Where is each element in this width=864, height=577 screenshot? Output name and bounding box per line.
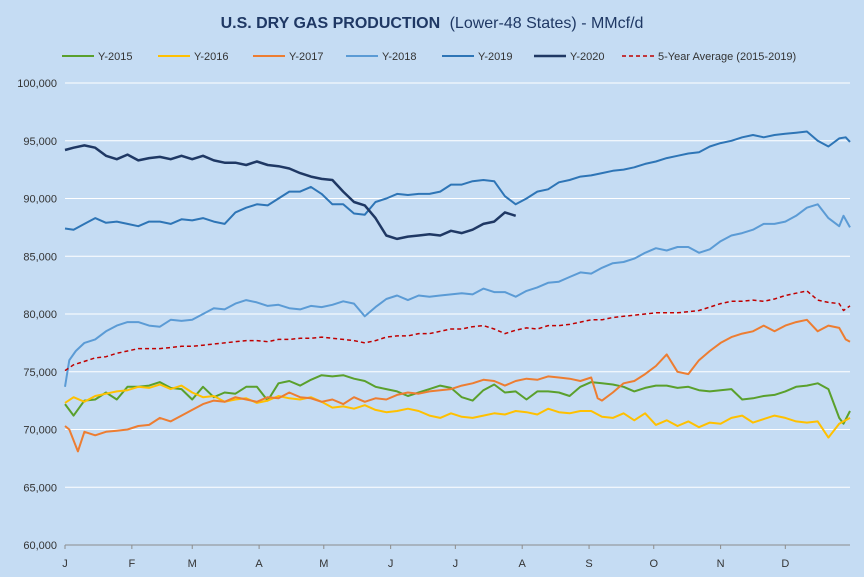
series-lines <box>64 130 851 453</box>
chart-title-main: U.S. DRY GAS PRODUCTION <box>221 15 441 32</box>
legend-label-y-2015: Y-2015 <box>98 51 132 63</box>
y-tick-label: 70,000 <box>23 425 57 437</box>
y-tick-label: 95,000 <box>23 136 57 148</box>
legend-label-y-2020: Y-2020 <box>570 51 604 63</box>
legend-label-y-2017: Y-2017 <box>289 51 323 63</box>
x-tick-label: O <box>649 558 658 570</box>
series-line-y-2015 <box>64 374 851 425</box>
x-tick-label: A <box>255 558 263 570</box>
x-tick-label: S <box>585 558 592 570</box>
y-axis-tick-labels: 60,000 65,000 70,000 75,000 80,000 85,000 90,0… <box>17 78 57 552</box>
y-tick-label: 80,000 <box>23 309 57 321</box>
series-line-y-2018 <box>64 203 851 387</box>
x-tick-label: J <box>388 558 394 570</box>
legend-label-y-2016: Y-2016 <box>194 51 228 63</box>
y-tick-label: 65,000 <box>23 482 57 494</box>
legend-label-y-2019: Y-2019 <box>478 51 512 63</box>
gridlines <box>65 82 850 546</box>
series-line-5-year-average-2015-2019 <box>64 290 851 372</box>
x-tick-label: D <box>781 558 789 570</box>
series-line-y-2017 <box>64 318 851 453</box>
x-tick-label: N <box>717 558 725 570</box>
x-tick-label: M <box>188 558 197 570</box>
chart-title-subtitle: (Lower-48 States) - MMcf/d <box>450 15 644 32</box>
x-tick-label: F <box>128 558 135 570</box>
x-tick-label: A <box>519 558 527 570</box>
legend-label-5-year-average-2015-2019: 5-Year Average (2015-2019) <box>658 51 796 63</box>
chart-legend: Y-2015 Y-2016 Y-2017 Y-2018 Y-2019 Y-2020 5-Ye… <box>62 51 796 63</box>
series-line-y-2019 <box>64 130 851 231</box>
series-line-y-2016 <box>64 383 851 439</box>
legend-label-y-2018: Y-2018 <box>382 51 416 63</box>
y-tick-label: 75,000 <box>23 367 57 379</box>
y-tick-label: 90,000 <box>23 194 57 206</box>
x-tick-label: J <box>62 558 68 570</box>
y-tick-label: 85,000 <box>23 251 57 263</box>
series-line-y-2020 <box>64 144 517 241</box>
chart-title: U.S. DRY GAS PRODUCTION (Lower-48 States… <box>221 15 644 32</box>
y-tick-label: 100,000 <box>17 78 57 90</box>
x-tick-label: J <box>453 558 459 570</box>
x-tick-label: M <box>319 558 328 570</box>
y-tick-label: 60,000 <box>23 540 57 552</box>
